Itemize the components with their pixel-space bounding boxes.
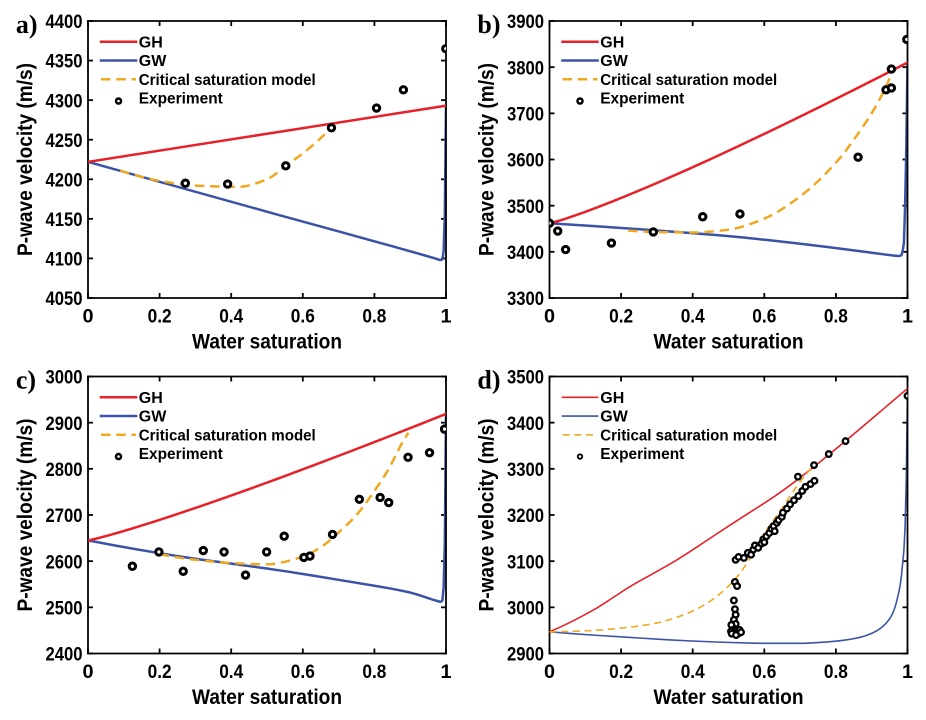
svg-text:Experiment: Experiment [600,446,685,463]
svg-text:0: 0 [544,305,555,327]
svg-text:3200: 3200 [507,505,544,527]
svg-text:Critical saturation model: Critical saturation model [139,72,316,89]
svg-text:0.6: 0.6 [752,305,776,327]
svg-text:3100: 3100 [507,551,544,573]
svg-text:3400: 3400 [507,413,544,435]
svg-text:3300: 3300 [507,288,544,310]
svg-text:4100: 4100 [46,249,83,271]
svg-text:1: 1 [440,661,451,683]
svg-text:1: 1 [902,661,913,683]
svg-text:3600: 3600 [507,150,544,172]
svg-text:0.4: 0.4 [219,661,243,683]
svg-text:GW: GW [600,409,628,426]
svg-text:0.4: 0.4 [681,661,705,683]
svg-text:Critical saturation model: Critical saturation model [600,427,777,444]
svg-text:GH: GH [600,34,624,51]
svg-text:GW: GW [139,53,167,70]
svg-text:4400: 4400 [46,11,83,33]
svg-text:3400: 3400 [507,242,544,264]
svg-text:2900: 2900 [46,413,83,435]
svg-text:Water saturation: Water saturation [192,686,342,709]
svg-text:GH: GH [139,390,163,407]
svg-text:4200: 4200 [46,169,83,191]
svg-text:0.8: 0.8 [362,305,386,327]
svg-text:3900: 3900 [507,11,544,33]
svg-text:3000: 3000 [507,598,544,620]
svg-text:a): a) [16,10,38,39]
svg-text:0.8: 0.8 [362,661,386,683]
svg-text:4350: 4350 [46,51,83,73]
svg-text:Experiment: Experiment [139,91,224,108]
svg-text:GH: GH [139,34,163,51]
svg-text:GH: GH [600,390,624,407]
svg-text:0.2: 0.2 [148,305,172,327]
svg-text:d): d) [477,365,500,394]
svg-text:GW: GW [600,53,628,70]
svg-text:0.8: 0.8 [824,661,848,683]
svg-text:Water saturation: Water saturation [654,331,804,354]
svg-text:0: 0 [82,661,93,683]
svg-text:P-wave velocity (m/s): P-wave velocity (m/s) [14,419,37,612]
svg-text:Experiment: Experiment [600,91,685,108]
svg-text:c): c) [16,365,36,394]
svg-text:Water saturation: Water saturation [654,686,804,709]
svg-text:4150: 4150 [46,209,83,231]
svg-text:4250: 4250 [46,130,83,152]
svg-text:1: 1 [440,305,451,327]
svg-text:3800: 3800 [507,57,544,79]
svg-text:0.2: 0.2 [148,661,172,683]
svg-text:Critical saturation model: Critical saturation model [139,427,316,444]
svg-text:P-wave velocity (m/s): P-wave velocity (m/s) [14,63,37,256]
svg-text:Experiment: Experiment [139,446,224,463]
svg-text:0.6: 0.6 [752,661,776,683]
svg-text:2700: 2700 [46,505,83,527]
svg-text:P-wave velocity (m/s): P-wave velocity (m/s) [476,418,499,611]
svg-text:GW: GW [139,409,167,426]
svg-text:0.4: 0.4 [681,305,705,327]
svg-text:2800: 2800 [46,459,83,481]
svg-text:3500: 3500 [507,196,544,218]
svg-text:3700: 3700 [507,104,544,126]
svg-text:2500: 2500 [46,598,83,620]
svg-text:0.4: 0.4 [219,305,243,327]
svg-text:0.6: 0.6 [291,661,315,683]
svg-text:3500: 3500 [507,367,544,389]
svg-text:0.2: 0.2 [609,661,633,683]
svg-text:4050: 4050 [46,288,83,310]
svg-text:0: 0 [82,305,93,327]
svg-text:2400: 2400 [46,644,83,666]
svg-text:0: 0 [544,661,555,683]
svg-text:0.8: 0.8 [824,305,848,327]
svg-text:4300: 4300 [46,90,83,112]
svg-text:Water saturation: Water saturation [192,331,342,354]
svg-text:2900: 2900 [507,644,544,666]
svg-text:1: 1 [902,305,913,327]
svg-text:0.2: 0.2 [609,305,633,327]
svg-text:Critical saturation model: Critical saturation model [600,72,777,89]
svg-text:P-wave velocity (m/s): P-wave velocity (m/s) [476,63,499,256]
svg-text:0.6: 0.6 [291,305,315,327]
svg-text:3300: 3300 [507,459,544,481]
svg-text:2600: 2600 [46,551,83,573]
svg-text:b): b) [477,10,500,39]
svg-text:3000: 3000 [46,367,83,389]
